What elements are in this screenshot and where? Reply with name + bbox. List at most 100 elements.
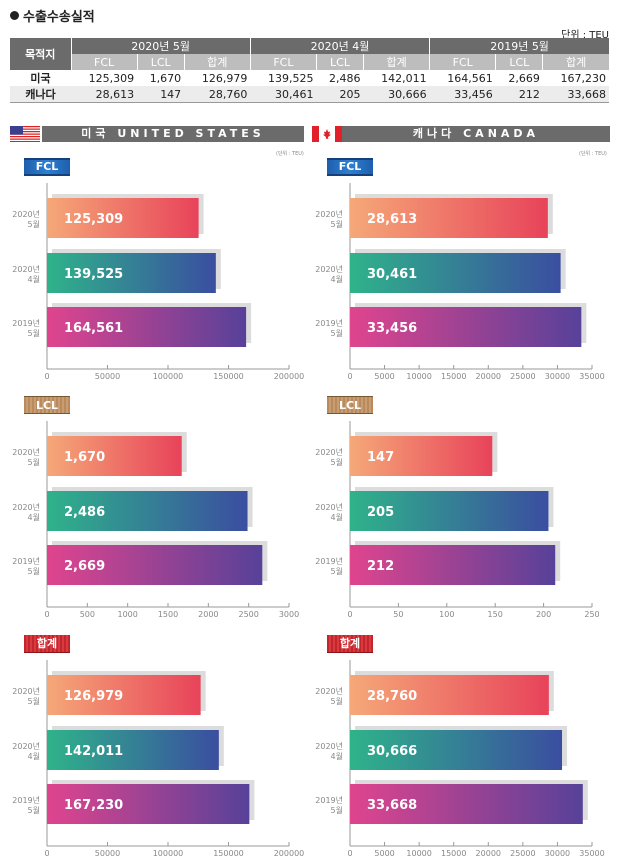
table-row: 미국 125,309 1,670 126,979 139,525 2,486 1… — [10, 70, 609, 86]
y-category-label: 2020년 — [12, 447, 40, 457]
bar-value-label: 33,668 — [367, 798, 417, 813]
bar-value-label: 33,456 — [367, 321, 417, 336]
y-category-label: 5월 — [331, 805, 343, 815]
bar — [47, 436, 182, 476]
x-tick-label: 500 — [80, 610, 95, 619]
y-category-label: 4월 — [331, 274, 343, 284]
y-category-label: 2020년 — [315, 264, 343, 274]
y-category-label: 5월 — [331, 219, 343, 229]
y-category-label: 2020년 — [12, 741, 40, 751]
y-category-label: 2020년 — [12, 686, 40, 696]
y-category-label: 5월 — [331, 328, 343, 338]
lcl-badge: LCL — [24, 396, 70, 414]
y-category-label: 5월 — [28, 566, 40, 576]
bar-value-label: 142,011 — [64, 744, 123, 759]
sub-header: LCL — [315, 54, 364, 70]
x-tick-label: 150 — [488, 610, 503, 619]
table-cell: 147 — [137, 86, 185, 103]
x-tick-label: 25000 — [510, 372, 535, 381]
bar-value-label: 2,669 — [64, 559, 105, 574]
period-header: 2019년 5월 — [429, 38, 609, 54]
x-tick-label: 100 — [439, 610, 454, 619]
y-category-label: 2020년 — [315, 502, 343, 512]
y-category-label: 2019년 — [12, 318, 40, 328]
y-category-label: 5월 — [28, 328, 40, 338]
x-tick-label: 5000 — [374, 372, 394, 381]
bar — [47, 253, 216, 293]
x-tick-label: 250 — [584, 610, 599, 619]
sub-header: FCL — [249, 54, 317, 70]
x-tick-label: 2500 — [238, 610, 258, 619]
bar-value-label: 164,561 — [64, 321, 123, 336]
bar-value-label: 2,486 — [64, 505, 105, 520]
x-tick-label: 150000 — [213, 849, 244, 858]
bar — [350, 491, 549, 531]
y-category-label: 5월 — [331, 457, 343, 467]
x-tick-label: 35000 — [579, 372, 604, 381]
y-category-label: 5월 — [331, 696, 343, 706]
y-category-label: 2019년 — [315, 795, 343, 805]
bar-value-label: 126,979 — [64, 689, 123, 704]
x-tick-label: 50 — [393, 610, 403, 619]
sub-header: FCL — [429, 54, 496, 70]
y-category-label: 5월 — [28, 457, 40, 467]
x-tick-label: 5000 — [374, 849, 394, 858]
total-badge: 합계 — [24, 635, 70, 653]
bar-value-label: 28,760 — [367, 689, 417, 704]
x-tick-label: 3000 — [279, 610, 299, 619]
x-tick-label: 15000 — [441, 849, 466, 858]
bullet-icon — [10, 11, 19, 20]
dest-header: 목적지 — [10, 38, 71, 70]
sub-header: 합계 — [363, 54, 430, 70]
bar-value-label: 30,461 — [367, 267, 417, 282]
x-tick-label: 0 — [44, 849, 49, 858]
x-tick-label: 35000 — [579, 849, 604, 858]
y-category-label: 2020년 — [315, 686, 343, 696]
x-tick-label: 200000 — [274, 849, 305, 858]
x-tick-label: 0 — [44, 610, 49, 619]
x-tick-label: 20000 — [476, 849, 501, 858]
bar-value-label: 167,230 — [64, 798, 123, 813]
bar — [350, 307, 582, 347]
y-category-label: 5월 — [331, 566, 343, 576]
fcl-badge: FCL — [24, 158, 70, 176]
x-tick-label: 30000 — [545, 372, 570, 381]
us-flag-icon — [10, 126, 40, 142]
table-cell: 30,666 — [363, 86, 430, 103]
y-category-label: 4월 — [331, 512, 343, 522]
us-header: 미국 UNITED STATES — [42, 126, 304, 142]
bar — [350, 436, 493, 476]
table-cell: 33,668 — [542, 86, 609, 103]
bar-value-label: 212 — [367, 559, 394, 574]
y-category-label: 2020년 — [315, 447, 343, 457]
lcl-badge: LCL — [327, 396, 373, 414]
bar-value-label: 1,670 — [64, 450, 105, 465]
y-category-label: 4월 — [28, 512, 40, 522]
total-badge: 합계 — [327, 635, 373, 653]
bar — [47, 545, 263, 585]
y-category-label: 2019년 — [12, 795, 40, 805]
x-tick-label: 50000 — [95, 849, 120, 858]
chart-ca-total: 0 5000 10000 15000 20000 25000 30000 35000 28,76… — [315, 660, 605, 858]
chart-us-total: 0 50000 100000 150000 200000126,9792020년5월14… — [12, 660, 305, 858]
x-tick-label: 1500 — [158, 610, 178, 619]
bar — [350, 784, 583, 824]
period-header: 2020년 5월 — [70, 38, 251, 54]
x-tick-label: 1000 — [117, 610, 137, 619]
title-text: 수출수송실적 — [23, 10, 95, 25]
x-tick-label: 25000 — [510, 849, 535, 858]
x-tick-label: 20000 — [476, 372, 501, 381]
x-tick-label: 10000 — [406, 372, 431, 381]
x-tick-label: 10000 — [406, 849, 431, 858]
y-category-label: 4월 — [28, 751, 40, 761]
bar-value-label: 147 — [367, 450, 394, 465]
sub-header: FCL — [70, 54, 138, 70]
x-tick-label: 0 — [347, 849, 352, 858]
y-category-label: 2019년 — [315, 318, 343, 328]
table-cell: 205 — [316, 86, 364, 103]
fcl-badge: FCL — [327, 158, 373, 176]
y-category-label: 2020년 — [315, 741, 343, 751]
x-tick-label: 2000 — [198, 610, 218, 619]
bar-value-label: 125,309 — [64, 212, 123, 227]
unit-label: 단위 : TEU — [561, 30, 609, 41]
